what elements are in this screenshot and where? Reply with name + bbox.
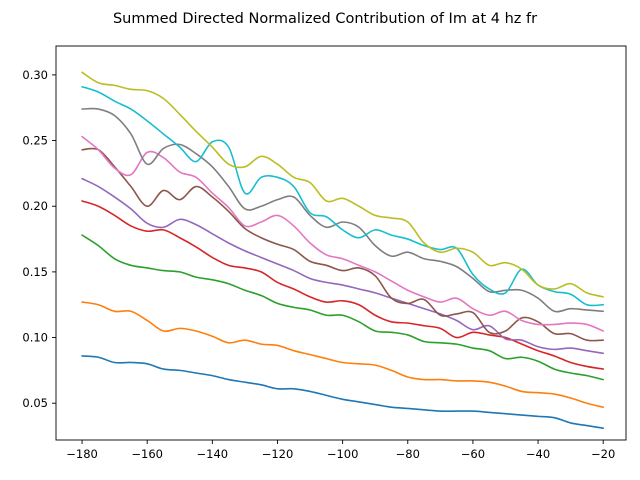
x-tick-label: −120 (262, 447, 294, 461)
y-axis: 0.05 0.10 0.15 0.20 0.25 0.30 (22, 68, 56, 410)
x-tick-label: −40 (526, 447, 550, 461)
x-tick-label: −180 (66, 447, 98, 461)
x-tick-label: −80 (396, 447, 420, 461)
x-tick-label: −20 (591, 447, 615, 461)
series-line-10 (81, 71, 604, 298)
x-tick-label: −60 (461, 447, 485, 461)
series-layer (81, 71, 604, 429)
x-tick-label: −100 (327, 447, 359, 461)
series-line-7 (81, 135, 604, 332)
y-tick-label: 0.20 (22, 199, 48, 213)
y-tick-label: 0.05 (22, 396, 48, 410)
series-line-9 (81, 85, 604, 307)
x-axis: −180 −160 −140 −120 −100 −80 −60 −40 −20 (66, 440, 615, 461)
plot-frame (55, 45, 627, 441)
series-line-3 (81, 234, 604, 381)
y-tick-label: 0.30 (22, 68, 48, 82)
series-line-4 (81, 200, 604, 370)
series-line-1 (81, 355, 604, 429)
series-line-6 (81, 147, 604, 342)
series-line-5 (81, 177, 604, 355)
series-line-2 (81, 301, 604, 408)
x-tick-label: −160 (131, 447, 163, 461)
y-tick-label: 0.25 (22, 134, 48, 148)
series-line-8 (81, 107, 604, 313)
y-tick-label: 0.10 (22, 331, 48, 345)
y-tick-label: 0.15 (22, 265, 48, 279)
chart-title: Summed Directed Normalized Contribution … (113, 11, 537, 27)
x-tick-label: −140 (197, 447, 229, 461)
